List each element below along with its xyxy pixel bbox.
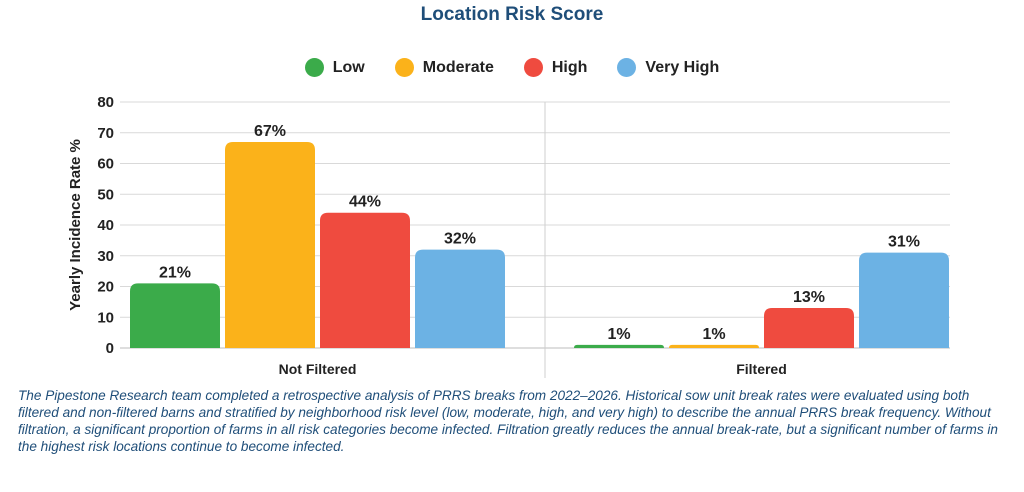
- data-label: 13%: [793, 289, 825, 306]
- y-tick-label: 20: [97, 279, 114, 296]
- legend-item-very-high: Very High: [617, 58, 719, 77]
- y-axis: 0 10 20 30 40 50 60 70 80 Yearly Incidence Rate %: [67, 94, 114, 357]
- chart-title: Location Risk Score: [420, 4, 604, 25]
- bar-low-not-filtered: [130, 283, 220, 348]
- bar-very-high-filtered: [859, 252, 949, 348]
- y-tick-label: 50: [97, 186, 114, 203]
- legend-label-low: Low: [332, 58, 365, 76]
- y-tick-label: 70: [97, 125, 114, 142]
- category-label-filtered: Filtered: [736, 361, 787, 377]
- bar-high-not-filtered: [320, 212, 410, 348]
- bar-very-high-not-filtered: [415, 249, 505, 348]
- data-label: 67%: [254, 123, 286, 140]
- y-tick-label: 40: [97, 217, 114, 234]
- bar-chart: 0 10 20 30 40 50 60 70 80 Yearly Incidence Rate %…: [67, 94, 950, 378]
- legend: Low Moderate High Very High: [0, 58, 1024, 77]
- bar-moderate-not-filtered: [225, 141, 315, 348]
- data-label: 21%: [159, 264, 191, 281]
- legend-swatch-low: [304, 58, 324, 77]
- bar-high-filtered: [764, 308, 854, 348]
- legend-item-high: High: [523, 58, 588, 77]
- legend-item-moderate: Moderate: [394, 58, 494, 77]
- x-axis: Not Filtered Filtered: [279, 361, 787, 377]
- data-label: 1%: [702, 326, 725, 343]
- legend-swatch-very-high: [617, 58, 637, 77]
- legend-label-very-high: Very High: [645, 58, 720, 76]
- legend-label-high: High: [551, 58, 588, 76]
- legend-item-low: Low: [304, 58, 365, 77]
- bar-moderate-filtered: [669, 344, 759, 348]
- y-tick-label: 60: [97, 156, 114, 173]
- data-label: 1%: [607, 326, 630, 343]
- legend-swatch-moderate: [394, 58, 414, 77]
- y-tick-label: 0: [106, 340, 114, 357]
- y-tick-label: 80: [97, 94, 114, 111]
- legend-swatch-high: [523, 58, 543, 77]
- y-tick-label: 30: [97, 248, 114, 265]
- data-label: 44%: [349, 194, 381, 211]
- data-label: 31%: [888, 234, 920, 251]
- data-labels: 21% 67% 44% 32% 1% 1% 13% 31%: [159, 123, 920, 343]
- bar-low-filtered: [574, 344, 664, 348]
- legend-label-moderate: Moderate: [422, 58, 494, 76]
- bars: [130, 141, 949, 348]
- data-label: 32%: [444, 231, 476, 248]
- y-tick-label: 10: [97, 309, 114, 326]
- y-axis-label: Yearly Incidence Rate %: [67, 139, 84, 311]
- chart-caption: The Pipestone Research team completed a …: [18, 388, 998, 454]
- category-label-not-filtered: Not Filtered: [279, 361, 357, 377]
